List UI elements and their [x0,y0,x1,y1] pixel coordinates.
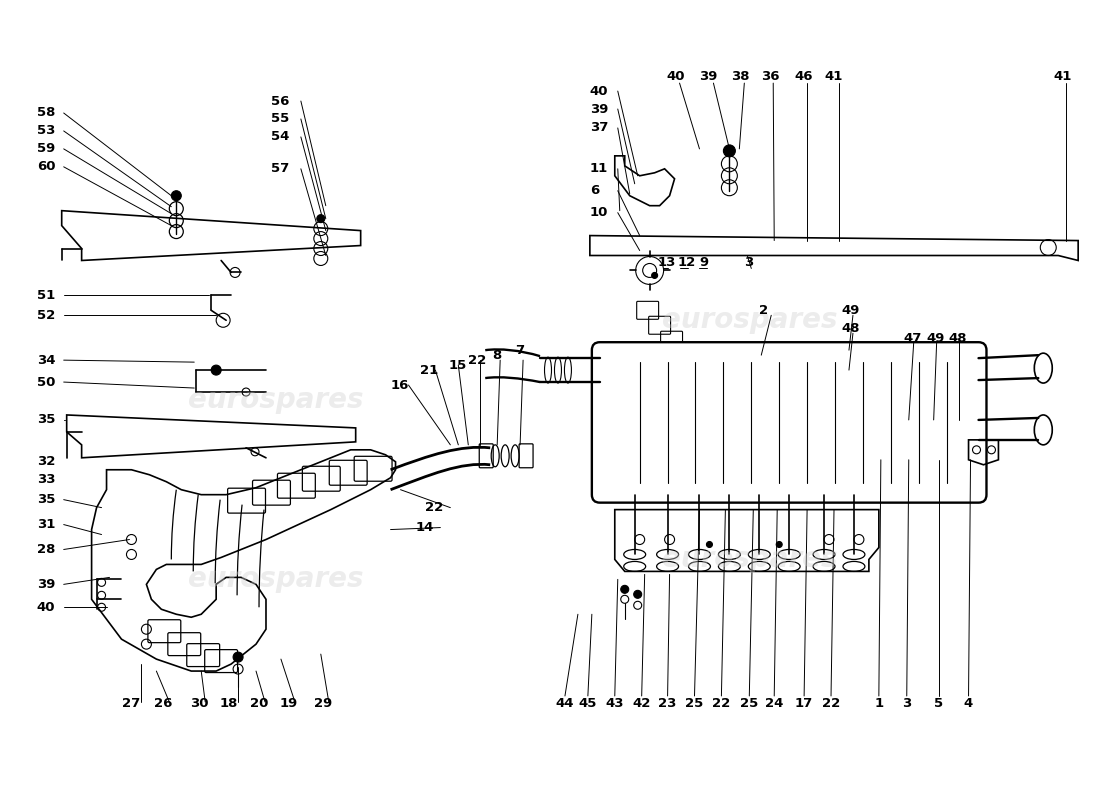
Text: 49: 49 [926,332,945,345]
Text: 3: 3 [745,256,754,269]
Text: 56: 56 [271,94,289,107]
Text: 55: 55 [271,113,289,126]
Text: 22: 22 [822,698,840,710]
Text: 43: 43 [605,698,624,710]
Text: 54: 54 [271,130,289,143]
Text: eurospares: eurospares [661,306,837,334]
Text: 22: 22 [713,698,730,710]
Circle shape [634,590,641,598]
Text: 25: 25 [740,698,758,710]
Circle shape [777,542,782,547]
Text: 48: 48 [948,332,967,345]
Text: 36: 36 [761,70,780,82]
Circle shape [233,652,243,662]
Text: 39: 39 [36,578,55,591]
Text: 30: 30 [190,698,209,710]
Text: 44: 44 [556,698,574,710]
Text: 22: 22 [469,354,486,366]
Text: 40: 40 [667,70,685,82]
Text: 3: 3 [902,698,912,710]
Text: eurospares: eurospares [188,386,364,414]
Text: 39: 39 [590,102,608,115]
Circle shape [620,586,629,594]
Text: 31: 31 [36,518,55,531]
Text: 35: 35 [36,414,55,426]
Text: 53: 53 [36,125,55,138]
Text: 45: 45 [579,698,597,710]
Text: 11: 11 [590,162,608,175]
Text: eurospares: eurospares [188,566,364,594]
Text: 15: 15 [449,358,466,372]
Text: 40: 40 [590,85,608,98]
Text: eurospares: eurospares [661,546,837,574]
Text: 20: 20 [250,698,268,710]
Text: 8: 8 [492,349,502,362]
Text: 32: 32 [36,455,55,468]
Text: 7: 7 [515,344,525,357]
Text: 47: 47 [904,332,922,345]
Text: 27: 27 [122,698,141,710]
Text: 50: 50 [36,375,55,389]
Text: 41: 41 [824,70,843,82]
Text: 48: 48 [842,322,859,334]
Text: 9: 9 [700,256,708,269]
Text: 5: 5 [934,698,943,710]
Text: 22: 22 [426,501,443,514]
Text: 46: 46 [794,70,813,82]
Text: 38: 38 [732,70,750,82]
Text: 16: 16 [390,378,409,391]
Text: 21: 21 [420,364,439,377]
Circle shape [317,214,324,222]
Text: 25: 25 [685,698,704,710]
Text: 10: 10 [590,206,608,219]
Text: 26: 26 [154,698,173,710]
Text: 58: 58 [36,106,55,119]
Text: 34: 34 [36,354,55,366]
Text: 28: 28 [36,543,55,556]
Text: 4: 4 [964,698,974,710]
Text: 51: 51 [36,289,55,302]
Text: 6: 6 [590,184,600,198]
Text: 29: 29 [314,698,332,710]
Text: 1: 1 [874,698,883,710]
Text: 41: 41 [1053,70,1071,82]
Text: 2: 2 [759,304,769,317]
Text: 49: 49 [842,304,859,317]
Text: 14: 14 [416,521,433,534]
Text: 39: 39 [700,70,718,82]
Circle shape [211,365,221,375]
Text: 12: 12 [678,256,696,269]
Text: 35: 35 [36,493,55,506]
Text: 23: 23 [659,698,676,710]
Circle shape [706,542,713,547]
Text: 37: 37 [590,122,608,134]
Text: 59: 59 [36,142,55,155]
Text: 60: 60 [36,160,55,174]
Text: 24: 24 [764,698,783,710]
Text: 18: 18 [220,698,239,710]
Text: 57: 57 [271,162,289,175]
Text: 40: 40 [36,601,55,614]
FancyBboxPatch shape [592,342,987,502]
Text: 13: 13 [658,256,676,269]
Text: 17: 17 [795,698,813,710]
Circle shape [172,190,182,201]
Text: 42: 42 [632,698,651,710]
Circle shape [651,273,658,278]
Circle shape [724,145,736,157]
Text: 52: 52 [36,309,55,322]
Text: 33: 33 [36,474,55,486]
Text: 19: 19 [279,698,298,710]
